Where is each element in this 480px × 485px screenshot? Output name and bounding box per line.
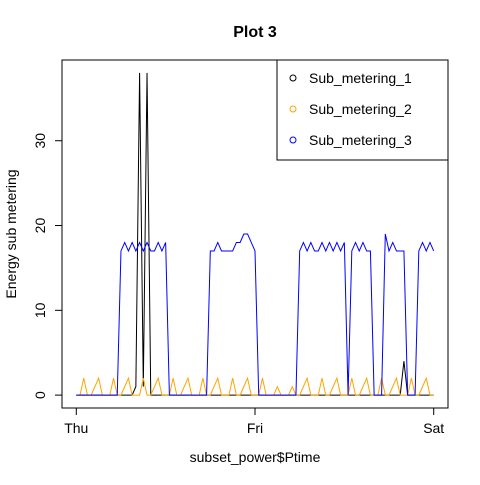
legend-label: Sub_metering_3: [309, 132, 412, 148]
x-tick-label: Sat: [423, 420, 444, 436]
chart-title: Plot 3: [233, 24, 277, 41]
x-tick-label: Thu: [64, 420, 88, 436]
data-line: [76, 233, 435, 396]
y-tick-label: 20: [32, 218, 48, 234]
legend-label: Sub_metering_2: [309, 101, 412, 117]
legend-symbol: [289, 74, 297, 82]
legend-box: [276, 59, 449, 161]
legend-symbol: [289, 136, 297, 144]
y-tick-label: 30: [32, 133, 48, 149]
legend-symbol: [289, 105, 297, 113]
x-tick-label: Fri: [247, 420, 263, 436]
y-tick-label: 0: [32, 391, 48, 399]
y-tick-label: 10: [32, 302, 48, 318]
legend-label: Sub_metering_1: [309, 70, 412, 86]
x-axis-label: subset_power$Ptime: [190, 449, 321, 465]
y-axis-label: Energy sub metering: [3, 169, 19, 298]
